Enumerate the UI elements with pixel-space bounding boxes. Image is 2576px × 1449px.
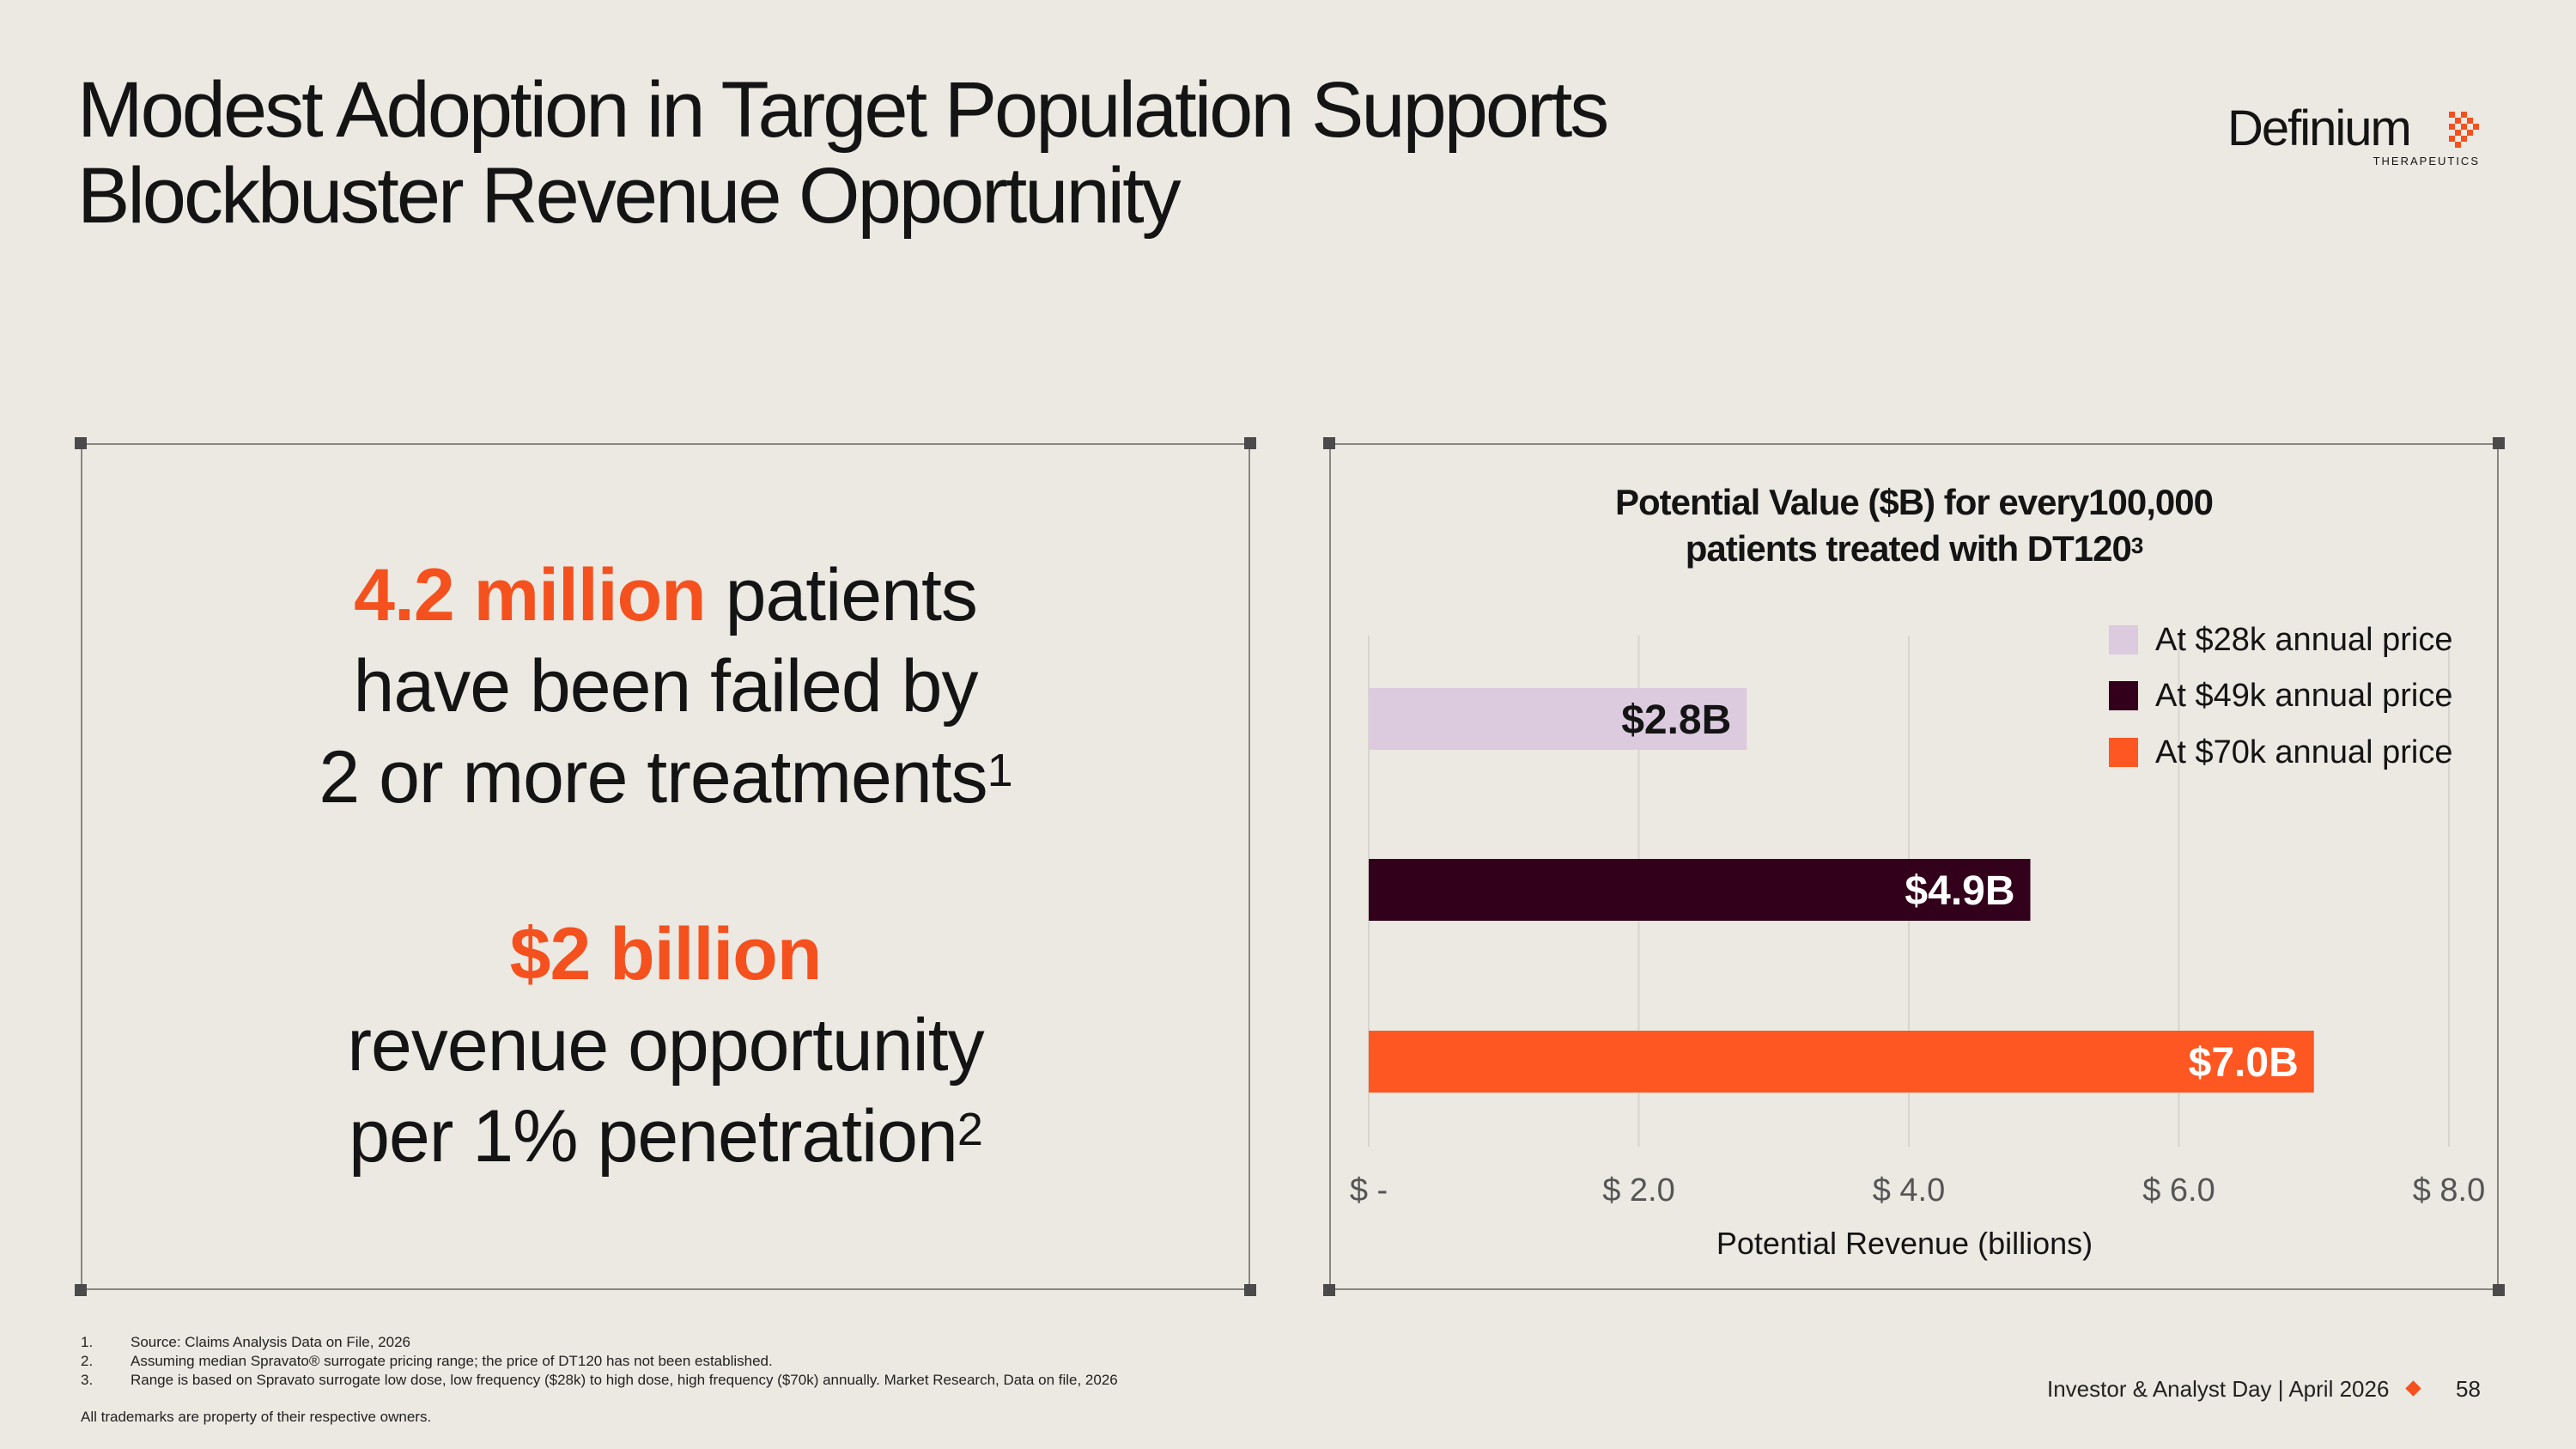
logo-wordmark: Definium: [2227, 100, 2412, 156]
footnote-ref-2: 2: [957, 1104, 983, 1155]
legend-swatch: [2109, 681, 2138, 710]
panel-corner: [1323, 437, 1335, 449]
legend-item: At $70k annual price: [2109, 733, 2452, 772]
footnote: 2. Assuming median Spravato® surrogate p…: [81, 1352, 1118, 1371]
slide-title: Modest Adoption in Target Population Sup…: [77, 67, 1880, 239]
footnote-number: 3.: [81, 1372, 94, 1388]
revenue-stat: $2 billion revenue opportunity per 1% pe…: [82, 909, 1249, 1182]
footnote-text: Source: Claims Analysis Data on File, 20…: [131, 1334, 410, 1350]
panel-corner: [75, 1284, 87, 1296]
footnote: 1. Source: Claims Analysis Data on File,…: [81, 1333, 1118, 1352]
chart-title-line-2-text: patients treated with DT120: [1685, 528, 2132, 569]
legend-swatch: [2109, 625, 2138, 654]
patients-number: 4.2 million: [354, 554, 707, 636]
chart-title: Potential Value ($B) for every100,000 pa…: [1331, 479, 2497, 572]
legend-swatch: [2109, 738, 2138, 767]
panel-corner: [75, 437, 87, 449]
footnote-text: Assuming median Spravato® surrogate pric…: [131, 1353, 773, 1369]
footnote-ref-3: 3: [2130, 533, 2144, 558]
chart-title-line-2: patients treated with DT1203: [1331, 526, 2497, 572]
legend-label: At $28k annual price: [2155, 622, 2453, 658]
legend-item: At $28k annual price: [2109, 620, 2452, 660]
patients-line-2: have been failed by: [353, 645, 979, 728]
panel-corner: [1244, 437, 1256, 449]
stats-panel: 4.2 million patients have been failed by…: [81, 443, 1250, 1290]
patients-line-3-text: 2 or more treatments: [319, 736, 987, 819]
footnotes: 1. Source: Claims Analysis Data on File,…: [81, 1333, 1118, 1390]
panel-corner: [1244, 1284, 1256, 1296]
company-logo: Definium THERAPEUTICS: [2227, 101, 2485, 179]
patients-line-1: 4.2 million patients: [82, 550, 1249, 641]
slide-title-line-1: Modest Adoption in Target Population Sup…: [77, 66, 1609, 154]
revenue-line-3: per 1% penetration2: [82, 1091, 1249, 1182]
footnote-number: 1.: [81, 1334, 94, 1350]
footer-event: Investor & Analyst Day | April 2026: [2047, 1376, 2390, 1402]
trademark-notice: All trademarks are property of their res…: [81, 1409, 432, 1425]
patients-text: patients: [725, 554, 978, 636]
legend-label: At $70k annual price: [2155, 734, 2453, 770]
footnote-ref-1: 1: [987, 745, 1013, 796]
chart-panel: Potential Value ($B) for every100,000 pa…: [1329, 443, 2499, 1290]
slide-title-line-2: Blockbuster Revenue Opportunity: [77, 152, 1182, 240]
footnote-number: 2.: [81, 1353, 94, 1369]
panel-corner: [1323, 1284, 1335, 1296]
footnote-text: Range is based on Spravato surrogate low…: [131, 1372, 1118, 1388]
patients-stat: 4.2 million patients have been failed by…: [82, 550, 1249, 823]
footer-diamond-icon: [2405, 1380, 2421, 1397]
panel-corner: [2493, 1284, 2505, 1296]
logo-subtitle: THERAPEUTICS: [2372, 155, 2480, 167]
legend-label: At $49k annual price: [2155, 678, 2453, 714]
legend-item: At $49k annual price: [2109, 676, 2452, 715]
page-number: 58: [2456, 1376, 2481, 1402]
patients-line-3: 2 or more treatments1: [82, 732, 1249, 823]
footnote: 3. Range is based on Spravato surrogate …: [81, 1371, 1118, 1390]
panel-corner: [2493, 437, 2505, 449]
chart-title-line-1: Potential Value ($B) for every100,000: [1614, 482, 2214, 522]
revenue-line-3-text: per 1% penetration: [349, 1095, 958, 1178]
logo-pixel-mark-icon: [2449, 112, 2479, 148]
revenue-line-2: revenue opportunity: [347, 1004, 984, 1087]
revenue-number: $2 billion: [509, 913, 823, 995]
